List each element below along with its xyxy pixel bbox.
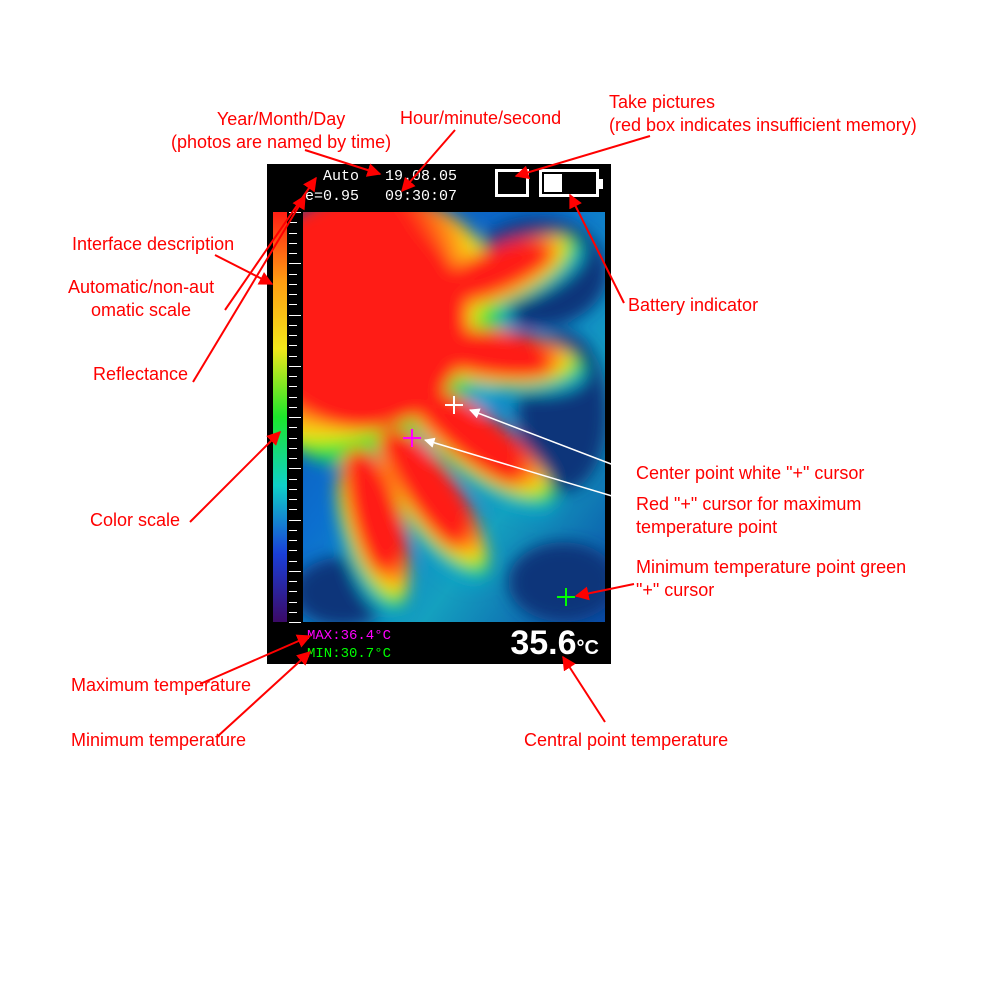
- label-take-pictures: Take pictures(red box indicates insuffic…: [609, 91, 917, 138]
- color-scale-bar: [273, 212, 287, 622]
- label-min-cursor: Minimum temperature point green"+" curso…: [636, 556, 906, 603]
- cursor-magenta: [403, 429, 421, 447]
- label-min-temp: Minimum temperature: [71, 729, 246, 752]
- label-year-month-day: Year/Month/Day(photos are named by time): [171, 108, 391, 155]
- label-max-cursor: Red "+" cursor for maximumtemperature po…: [636, 493, 861, 540]
- footer: MAX:36.4°C MIN:30.7°C 35.6°C: [267, 626, 611, 664]
- time-value: 09:30:07: [385, 188, 457, 205]
- battery-icon: [539, 169, 599, 197]
- date-value: 19.08.05: [385, 168, 457, 185]
- center-temp-value: 35.6°C: [510, 624, 599, 663]
- label-max-temp: Maximum temperature: [71, 674, 251, 697]
- cursor-white: [445, 396, 463, 414]
- label-interface: Interface description: [72, 233, 234, 256]
- device-screen: Auto 19.08.05 e=0.95 09:30:07: [267, 164, 611, 664]
- mode-auto: Auto: [323, 168, 359, 185]
- label-auto-scale: Automatic/non-automatic scale: [68, 276, 214, 323]
- topbar: Auto 19.08.05 e=0.95 09:30:07: [267, 164, 611, 212]
- min-temp-value: MIN:30.7°C: [307, 646, 391, 662]
- max-temp-value: MAX:36.4°C: [307, 628, 391, 644]
- label-central-temp: Central point temperature: [524, 729, 728, 752]
- emissivity-value: e=0.95: [305, 188, 359, 205]
- color-scale-ticks: [289, 212, 299, 622]
- label-color-scale: Color scale: [90, 509, 180, 532]
- label-center-cursor: Center point white "+" cursor: [636, 462, 864, 485]
- label-reflectance: Reflectance: [93, 363, 188, 386]
- label-battery: Battery indicator: [628, 294, 758, 317]
- cursor-green: [557, 588, 575, 606]
- label-hour-min-sec: Hour/minute/second: [400, 107, 561, 130]
- camera-icon: [495, 169, 529, 197]
- thermal-image: [303, 212, 605, 622]
